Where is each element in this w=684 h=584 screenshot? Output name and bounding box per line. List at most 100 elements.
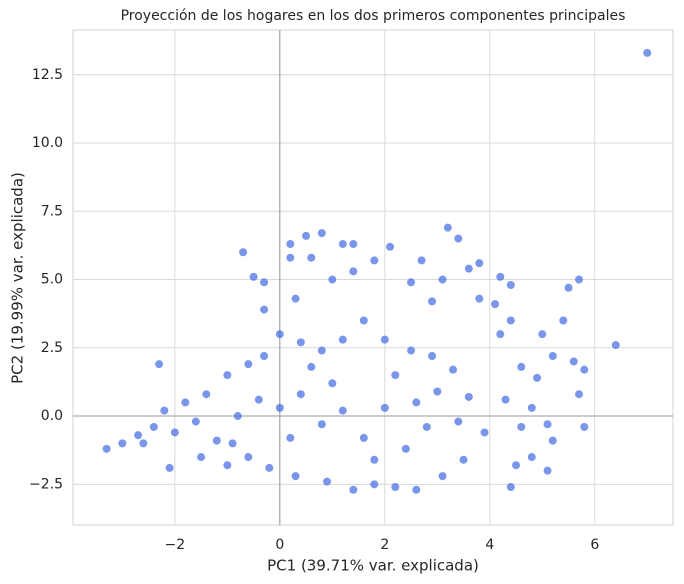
- y-tick-label: 5.0: [41, 272, 63, 288]
- point: [417, 256, 426, 265]
- point: [102, 444, 111, 453]
- x-tick-label: −2: [165, 537, 186, 553]
- point: [506, 483, 515, 492]
- point: [244, 360, 253, 369]
- point: [302, 231, 311, 240]
- point: [286, 433, 295, 442]
- point: [181, 398, 190, 407]
- point: [401, 444, 410, 453]
- point: [291, 472, 300, 481]
- point: [449, 365, 458, 374]
- point: [386, 242, 395, 251]
- point: [543, 420, 552, 429]
- y-tick-label: 0.0: [41, 408, 63, 424]
- point: [611, 341, 620, 350]
- point: [286, 240, 295, 249]
- point: [328, 275, 337, 284]
- point: [438, 472, 447, 481]
- point: [296, 390, 305, 399]
- x-tick-label: 2: [380, 537, 389, 553]
- point: [428, 297, 437, 306]
- point: [501, 395, 510, 404]
- point: [260, 278, 269, 287]
- point: [307, 253, 316, 262]
- point: [191, 417, 200, 426]
- point: [223, 371, 232, 380]
- point: [260, 351, 269, 360]
- point: [328, 379, 337, 388]
- point: [338, 335, 347, 344]
- point: [412, 398, 421, 407]
- point: [475, 294, 484, 303]
- point: [475, 259, 484, 268]
- point: [496, 330, 505, 339]
- point: [548, 351, 557, 360]
- point: [228, 439, 237, 448]
- point: [464, 264, 473, 273]
- point: [291, 294, 300, 303]
- point: [349, 240, 358, 249]
- x-tick-label: 4: [485, 537, 494, 553]
- point: [149, 422, 158, 431]
- point: [391, 371, 400, 380]
- point: [443, 223, 452, 232]
- point: [412, 485, 421, 494]
- point: [197, 453, 206, 462]
- point: [407, 278, 416, 287]
- point: [370, 256, 379, 265]
- point: [260, 305, 269, 314]
- point: [496, 272, 505, 281]
- point: [527, 453, 536, 462]
- point: [464, 392, 473, 401]
- point: [317, 229, 326, 238]
- point: [433, 387, 442, 396]
- point: [349, 267, 358, 276]
- y-tick-label: 10.0: [32, 135, 63, 151]
- point: [212, 436, 221, 445]
- point: [275, 403, 284, 412]
- point: [559, 316, 568, 325]
- point: [370, 455, 379, 464]
- point: [533, 373, 542, 382]
- point: [643, 48, 652, 57]
- plot-area: [72, 29, 674, 526]
- point: [359, 316, 368, 325]
- point: [517, 422, 526, 431]
- point: [233, 412, 242, 421]
- point: [380, 335, 389, 344]
- x-tick-label: 0: [275, 537, 284, 553]
- y-axis-label: PC2 (19.99% var. explicada): [9, 172, 27, 384]
- point: [134, 431, 143, 440]
- point: [139, 439, 148, 448]
- point: [170, 428, 179, 437]
- point: [317, 346, 326, 355]
- point: [317, 420, 326, 429]
- point: [239, 248, 248, 257]
- x-tick-label: 6: [590, 537, 599, 553]
- point: [307, 362, 316, 371]
- y-tick-label: −2.5: [29, 476, 63, 492]
- point: [407, 346, 416, 355]
- point: [155, 360, 164, 369]
- point: [275, 330, 284, 339]
- point: [459, 455, 468, 464]
- point: [564, 283, 573, 292]
- point: [580, 365, 589, 374]
- point: [506, 316, 515, 325]
- point: [286, 253, 295, 262]
- point: [428, 351, 437, 360]
- point: [454, 417, 463, 426]
- point: [323, 477, 332, 486]
- chart-title: Proyección de los hogares en los dos pri…: [121, 8, 626, 24]
- x-axis-label: PC1 (39.71% var. explicada): [267, 557, 479, 575]
- point: [527, 403, 536, 412]
- point: [391, 483, 400, 492]
- point: [296, 338, 305, 347]
- y-tick-label: 7.5: [41, 203, 63, 219]
- point: [223, 461, 232, 470]
- point: [548, 436, 557, 445]
- point: [265, 463, 274, 472]
- point: [118, 439, 127, 448]
